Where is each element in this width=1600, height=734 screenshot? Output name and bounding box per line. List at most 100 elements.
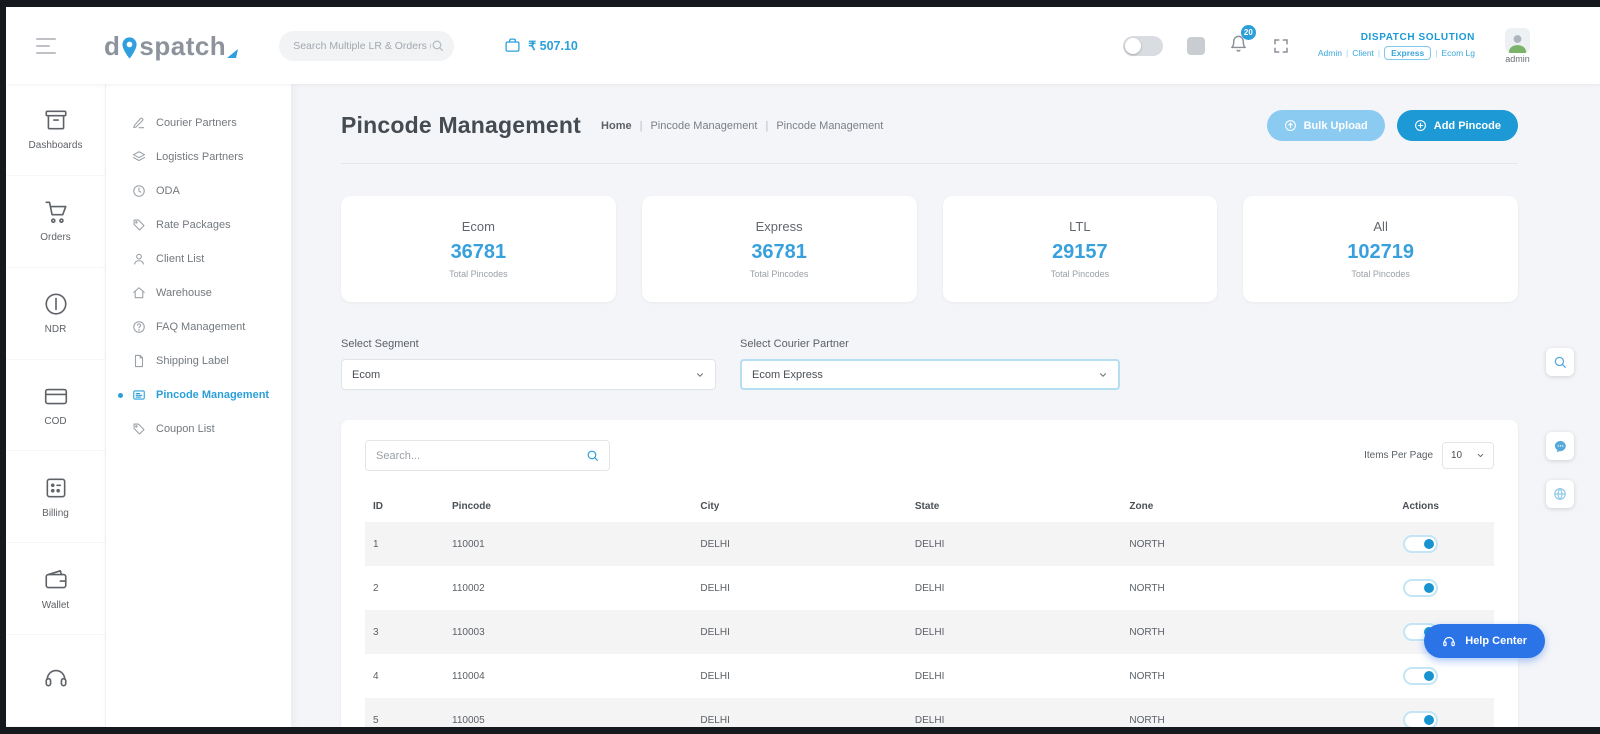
pincode-active-toggle[interactable] [1403, 579, 1439, 597]
table-toolbar: Items Per Page 10 [365, 440, 1494, 471]
segment-select[interactable]: Ecom [341, 359, 716, 390]
role-ecom[interactable]: Ecom Lg [1441, 47, 1475, 58]
table-search-input[interactable] [376, 449, 586, 462]
headset-icon [1443, 636, 1456, 647]
submenu-item-shipping-label[interactable]: Shipping Label [106, 344, 291, 378]
pincode-list-icon [133, 390, 145, 400]
bulk-upload-button[interactable]: Bulk Upload [1266, 110, 1385, 141]
items-per-page-select[interactable]: 10 [1442, 442, 1494, 469]
pincode-table: ID Pincode City State Zone Actions 1 110… [365, 491, 1494, 727]
cell-pincode: 110003 [452, 626, 485, 638]
cell-zone: NORTH [1129, 714, 1165, 726]
sidebar-item-label: NDR [44, 324, 67, 336]
floating-chat-button[interactable] [1546, 432, 1574, 460]
stat-value: 36781 [751, 241, 807, 263]
table-search [365, 440, 610, 471]
clock-icon [133, 185, 145, 197]
stat-card-ltl: LTL 29157 Total Pincodes [942, 196, 1218, 302]
secondary-sidebar: Courier Partners Logistics Partners ODA … [106, 84, 291, 727]
column-header-state: State [914, 501, 940, 512]
stat-label: Ecom [461, 219, 495, 234]
pincode-active-toggle[interactable] [1403, 711, 1439, 727]
items-per-page: Items Per Page 10 [1364, 442, 1494, 469]
cell-pincode: 110005 [452, 714, 485, 726]
page-actions: Bulk Upload Add Pincode [1266, 110, 1518, 141]
window-frame-top [0, 0, 1600, 7]
table-body: 1 110001 DELHI DELHI NORTH 2 110002 DELH… [365, 522, 1494, 727]
app-root: d spatch ₹ 507.10 20 DISPATCH SOLUTION [6, 7, 1600, 728]
chevron-down-icon [1477, 453, 1484, 458]
page-title: Pincode Management [341, 112, 582, 138]
pincode-active-toggle[interactable] [1403, 667, 1439, 685]
floating-globe-button[interactable] [1546, 480, 1574, 508]
billing-grid-icon [46, 478, 65, 498]
sidebar-collapse-icon[interactable] [36, 37, 56, 54]
sidebar-item-cod[interactable]: COD [6, 360, 105, 452]
cell-state: DELHI [914, 626, 945, 638]
sidebar-item-wallet[interactable]: Wallet [6, 543, 105, 636]
help-center-button[interactable]: Help Center [1424, 624, 1545, 658]
submenu-item-client-list[interactable]: Client List [106, 242, 291, 276]
avatar-image [1508, 34, 1527, 53]
sidebar-item-ndr[interactable]: NDR [6, 268, 105, 360]
location-pin-icon [122, 36, 137, 59]
table-row: 2 110002 DELHI DELHI NORTH [365, 566, 1494, 610]
fullscreen-icon[interactable] [1272, 37, 1290, 55]
wallet-amount: ₹ 507.10 [528, 39, 578, 53]
submenu-item-label: Coupon List [156, 423, 215, 435]
submenu-item-pincode-management[interactable]: Pincode Management [106, 378, 291, 412]
cell-id: 3 [373, 626, 379, 638]
cell-pincode: 110002 [452, 582, 485, 594]
courier-filter: Select Courier Partner Ecom Express [740, 338, 1120, 390]
search-icon[interactable] [586, 449, 599, 462]
breadcrumb-level-1[interactable]: Pincode Management [650, 119, 758, 132]
submenu-item-logistics-partners[interactable]: Logistics Partners [106, 140, 291, 174]
column-header-pincode: Pincode [452, 501, 491, 512]
table-row: 5 110005 DELHI DELHI NORTH [365, 698, 1494, 727]
top-header: d spatch ₹ 507.10 20 DISPATCH SOLUTION [6, 7, 1600, 84]
chat-icon [1554, 440, 1566, 452]
sidebar-item-billing[interactable]: Billing [6, 451, 105, 544]
pincode-active-toggle[interactable] [1403, 535, 1439, 553]
courier-filter-label: Select Courier Partner [740, 338, 849, 350]
sidebar-item-support[interactable] [6, 635, 105, 728]
stat-sublabel: Total Pincodes [449, 269, 508, 279]
column-header-id: ID [373, 501, 383, 512]
sidebar-item-dashboards[interactable]: Dashboards [6, 84, 105, 176]
brand-logo[interactable]: d spatch [104, 33, 239, 59]
cell-pincode: 110001 [452, 538, 485, 550]
global-search-input[interactable] [293, 39, 432, 52]
segment-filter-label: Select Segment [341, 338, 419, 350]
stat-card-express: Express 36781 Total Pincodes [641, 196, 917, 302]
wallet-balance[interactable]: ₹ 507.10 [504, 37, 578, 54]
segment-filter: Select Segment Ecom [341, 338, 716, 390]
cell-city: DELHI [700, 626, 730, 638]
role-client[interactable]: Client [1352, 47, 1374, 58]
breadcrumb-home[interactable]: Home [601, 119, 632, 132]
notifications-button[interactable]: 20 [1229, 24, 1256, 58]
search-icon [432, 40, 444, 52]
sidebar-item-orders[interactable]: Orders [6, 176, 105, 268]
stat-value: 29157 [1052, 241, 1108, 263]
submenu-item-warehouse[interactable]: Warehouse [106, 276, 291, 310]
submenu-item-coupon-list[interactable]: Coupon List [106, 412, 291, 446]
user-menu[interactable]: admin [1505, 27, 1530, 64]
dark-mode-toggle[interactable] [1122, 35, 1163, 56]
add-pincode-button[interactable]: Add Pincode [1396, 110, 1518, 141]
submenu-item-courier-partners[interactable]: Courier Partners [106, 106, 291, 140]
stat-value: 36781 [450, 241, 507, 263]
role-express[interactable]: Express [1384, 45, 1432, 60]
submenu-item-faq-management[interactable]: FAQ Management [106, 310, 291, 344]
cell-state: DELHI [914, 582, 945, 594]
filter-row: Select Segment Ecom Select Courier Partn… [341, 338, 1518, 390]
submenu-item-rate-packages[interactable]: Rate Packages [106, 208, 291, 242]
stat-sublabel: Total Pincodes [1050, 269, 1110, 279]
apps-grid-icon[interactable] [1186, 36, 1205, 55]
courier-select[interactable]: Ecom Express [740, 359, 1120, 390]
submenu-item-oda[interactable]: ODA [106, 174, 291, 208]
floating-search-button[interactable] [1546, 348, 1574, 376]
bell-icon [1230, 35, 1246, 52]
chevron-down-icon [696, 372, 704, 377]
role-admin[interactable]: Admin [1317, 47, 1342, 58]
brand-arrow-icon [227, 48, 239, 58]
